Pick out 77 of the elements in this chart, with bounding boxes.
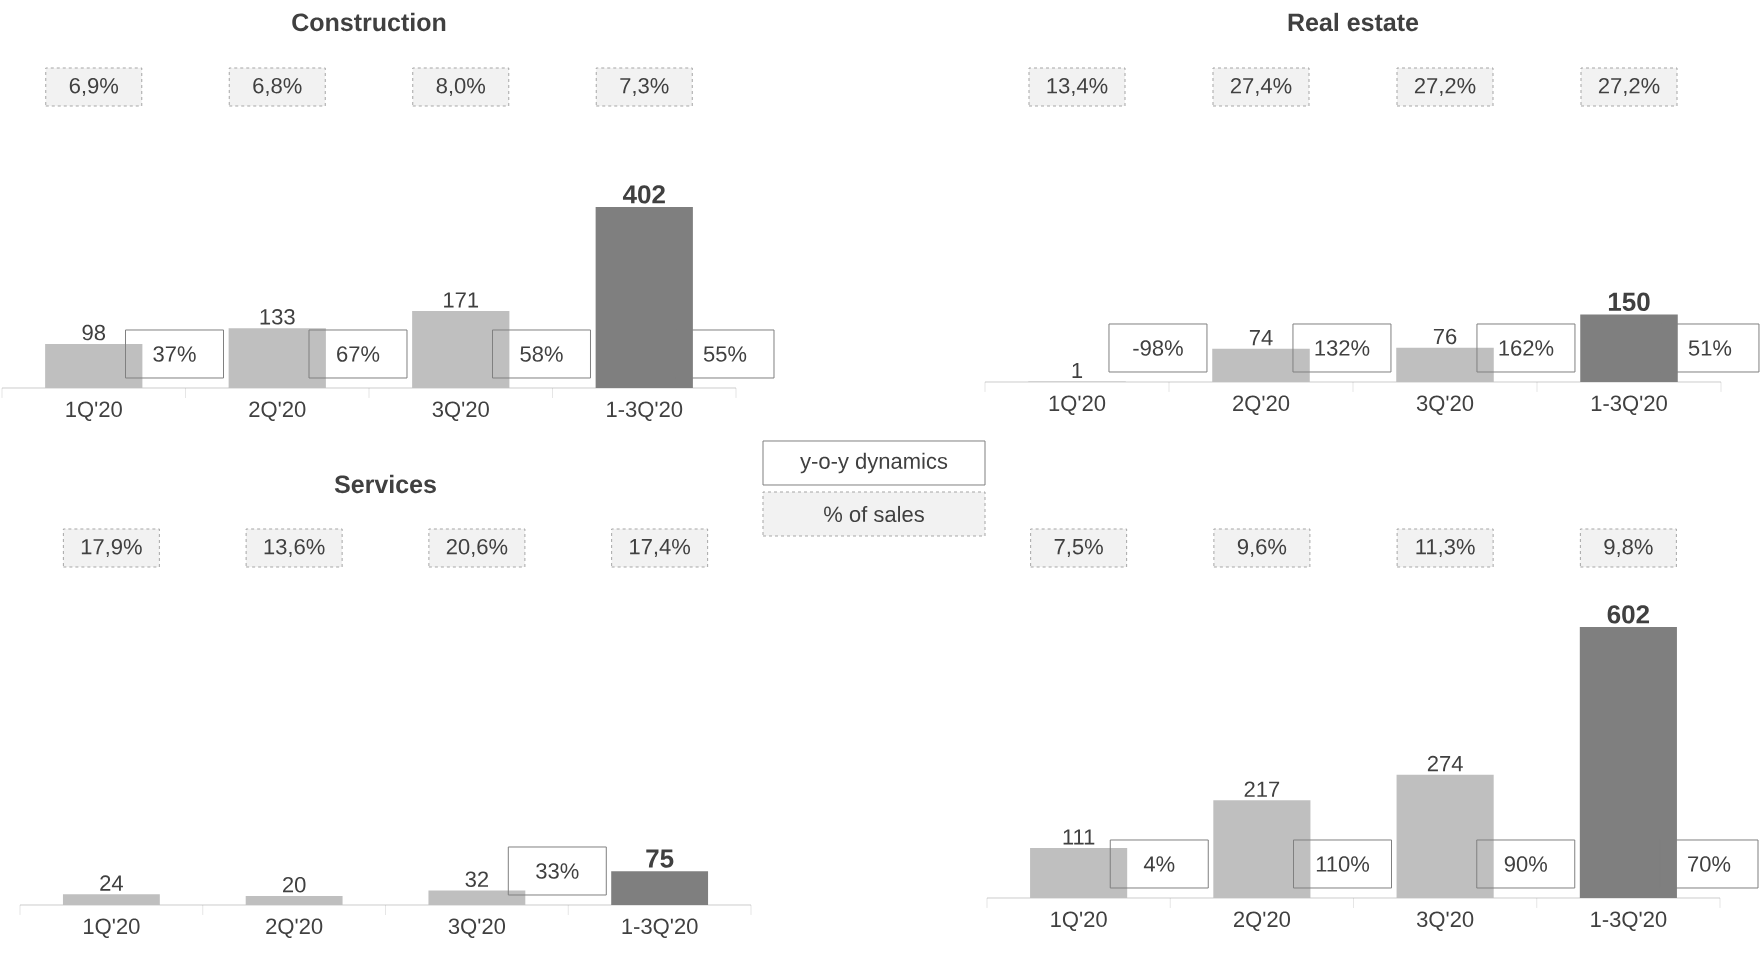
text: 17,9% (81, 538, 142, 558)
bar (228, 328, 326, 388)
text: 27,4% (1230, 77, 1292, 97)
annotation: 162% (1499, 340, 1554, 356)
annotation: 37% (153, 346, 196, 362)
data-label: 133 (260, 309, 295, 325)
annotation: 132% (1315, 340, 1370, 356)
data-label: 75 (646, 849, 674, 868)
x-tick-label: 3Q'20 (1416, 395, 1474, 416)
text: 8,0% (436, 77, 486, 97)
x-tick-label: 1-3Q'20 (607, 401, 683, 422)
chart-title: Construction (292, 12, 446, 32)
x-tick-label: 3Q'20 (448, 918, 506, 939)
data-label: 24 (100, 875, 123, 891)
text: 20,6% (446, 538, 508, 558)
bar (412, 311, 510, 388)
data-label: 76 (1433, 328, 1457, 345)
text: 13,4% (1047, 77, 1108, 97)
text: 7,5% (1054, 538, 1103, 558)
bar (1030, 848, 1128, 898)
x-tick-label: 1-3Q'20 (1591, 911, 1667, 932)
x-tick-label: 3Q'20 (1416, 911, 1474, 932)
data-label: 171 (444, 292, 479, 308)
text: 9,8% (1604, 538, 1653, 558)
data-label: 602 (1607, 605, 1650, 624)
bar (45, 343, 143, 388)
annotation: 58% (520, 346, 563, 362)
bar (245, 896, 343, 905)
data-label: 32 (465, 871, 489, 888)
data-label: 98 (82, 324, 106, 341)
x-tick-label: 2Q'20 (249, 401, 306, 422)
annotation: 110% (1316, 856, 1370, 872)
x-tick-label: 3Q'20 (432, 401, 489, 422)
bar (1212, 348, 1310, 382)
annotation: 51% (1688, 340, 1732, 356)
data-label: 20 (283, 876, 306, 893)
text: 27,2% (1598, 77, 1660, 97)
data-label: 402 (622, 185, 665, 204)
x-tick-label: 1Q'20 (84, 918, 140, 939)
data-label: 74 (1249, 330, 1273, 346)
text: 6,8% (253, 77, 302, 97)
bar (1396, 774, 1494, 898)
annotation: 90% (1504, 856, 1547, 872)
annotation: -98% (1133, 340, 1183, 356)
x-tick-label: 2Q'20 (1233, 395, 1290, 416)
bar (62, 894, 160, 905)
annotation: 55% (703, 346, 747, 362)
data-label: 1 (1072, 362, 1083, 379)
x-tick-label: 1-3Q'20 (622, 918, 698, 939)
annotation: 70% (1688, 856, 1731, 872)
annotation: 33% (536, 863, 579, 879)
text: 13,6% (264, 538, 325, 558)
text: % of sales (824, 505, 924, 523)
text: y-o-y dynamics (800, 452, 948, 474)
x-tick-label: 1Q'20 (1049, 395, 1106, 416)
x-tick-label: 2Q'20 (1233, 911, 1291, 932)
text: 17,4% (630, 538, 691, 558)
chart-title: Real estate (1288, 12, 1419, 32)
x-tick-label: 1Q'20 (66, 401, 122, 422)
text: 27,2% (1414, 77, 1476, 97)
x-tick-label: 1-3Q'20 (1591, 395, 1667, 416)
data-label: 150 (1608, 292, 1650, 311)
chart-title: Services (334, 474, 436, 494)
annotation: 67% (337, 346, 380, 362)
text: 11,3% (1416, 538, 1475, 558)
bar (428, 890, 526, 905)
data-label: 111 (1063, 829, 1095, 845)
text: 7,3% (620, 77, 669, 97)
x-tick-label: 2Q'20 (266, 918, 323, 939)
annotation: 4% (1143, 856, 1175, 872)
x-tick-label: 1Q'20 (1051, 911, 1107, 932)
bar (1396, 347, 1494, 382)
data-label: 217 (1244, 781, 1280, 797)
bar (1213, 800, 1311, 898)
text: 6,9% (69, 77, 119, 97)
text: 9,6% (1237, 538, 1287, 558)
data-label: 274 (1427, 755, 1463, 772)
